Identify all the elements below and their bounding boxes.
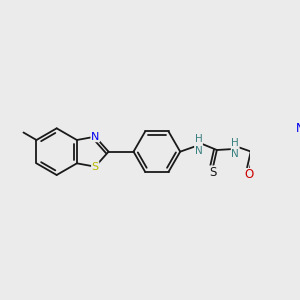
Text: H
N: H N [231,137,239,159]
Text: S: S [209,166,216,179]
Text: S: S [92,162,99,172]
Text: N: N [296,122,300,135]
Text: H
N: H N [195,134,203,156]
Text: O: O [245,169,254,182]
Text: N: N [91,132,99,142]
